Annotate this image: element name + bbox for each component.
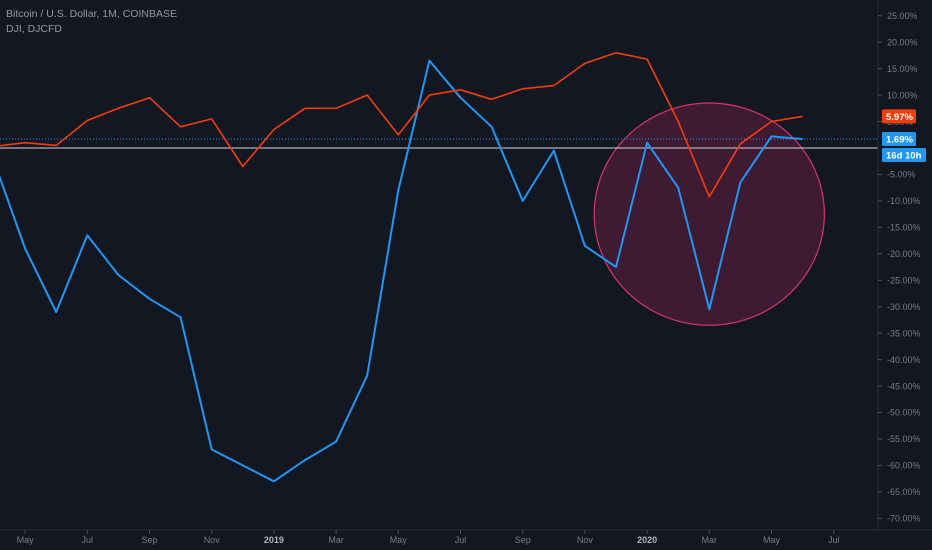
x-tick-label: 2019 <box>264 535 284 545</box>
dji-last-value-badge <box>882 109 916 124</box>
x-tick-label: Mar <box>328 535 344 545</box>
y-tick-label: -35.00% <box>887 328 921 338</box>
x-tick-label: Nov <box>204 535 221 545</box>
y-tick-label: -20.00% <box>887 249 921 259</box>
y-tick-label: -25.00% <box>887 275 921 285</box>
dji-last-value-badge-label: 5.97% <box>886 112 913 123</box>
main-symbol-label[interactable]: Bitcoin / U.S. Dollar, 1M, COINBASE <box>6 8 177 20</box>
y-tick-label: -40.00% <box>887 355 921 365</box>
btc-last-value-badge-label: 1.69% <box>886 135 913 146</box>
btc-series-line[interactable] <box>0 59 803 483</box>
dji-series-line[interactable] <box>0 51 803 198</box>
y-tick-label: -70.00% <box>887 514 921 524</box>
compare-symbol-label[interactable]: DJI, DJCFD <box>6 23 62 35</box>
y-tick-label: -65.00% <box>887 487 921 497</box>
x-tick-label: Jul <box>82 535 94 545</box>
y-tick-label: -55.00% <box>887 434 921 444</box>
y-tick-label: -60.00% <box>887 461 921 471</box>
x-tick-label: Sep <box>515 535 531 545</box>
y-tick-label: -45.00% <box>887 381 921 391</box>
btc-last-value-badge <box>882 132 916 147</box>
bar-countdown-badge <box>882 148 926 163</box>
x-tick-label: May <box>17 535 35 545</box>
chart-legend: Bitcoin / U.S. Dollar, 1M, COINBASE DJI,… <box>6 7 177 37</box>
highlight-ellipse[interactable] <box>593 102 825 326</box>
y-tick-label: -50.00% <box>887 408 921 418</box>
y-tick-label: 15.00% <box>887 64 918 74</box>
x-tick-label: 2020 <box>637 535 657 545</box>
y-tick-label: -10.00% <box>887 196 921 206</box>
x-tick-label: May <box>763 535 781 545</box>
bar-countdown-badge-label: 16d 10h <box>886 151 922 162</box>
y-tick-label: 25.00% <box>887 11 918 21</box>
y-tick-label: -15.00% <box>887 223 921 233</box>
x-tick-label: Nov <box>577 535 594 545</box>
x-tick-label: Mar <box>702 535 718 545</box>
y-tick-label: -30.00% <box>887 302 921 312</box>
y-tick-label: 10.00% <box>887 90 918 100</box>
x-tick-label: Jul <box>828 535 840 545</box>
x-tick-label: Sep <box>141 535 157 545</box>
x-tick-label: May <box>390 535 408 545</box>
x-tick-label: Jul <box>455 535 467 545</box>
y-tick-label: -5.00% <box>887 170 916 180</box>
y-tick-label: 20.00% <box>887 37 918 47</box>
